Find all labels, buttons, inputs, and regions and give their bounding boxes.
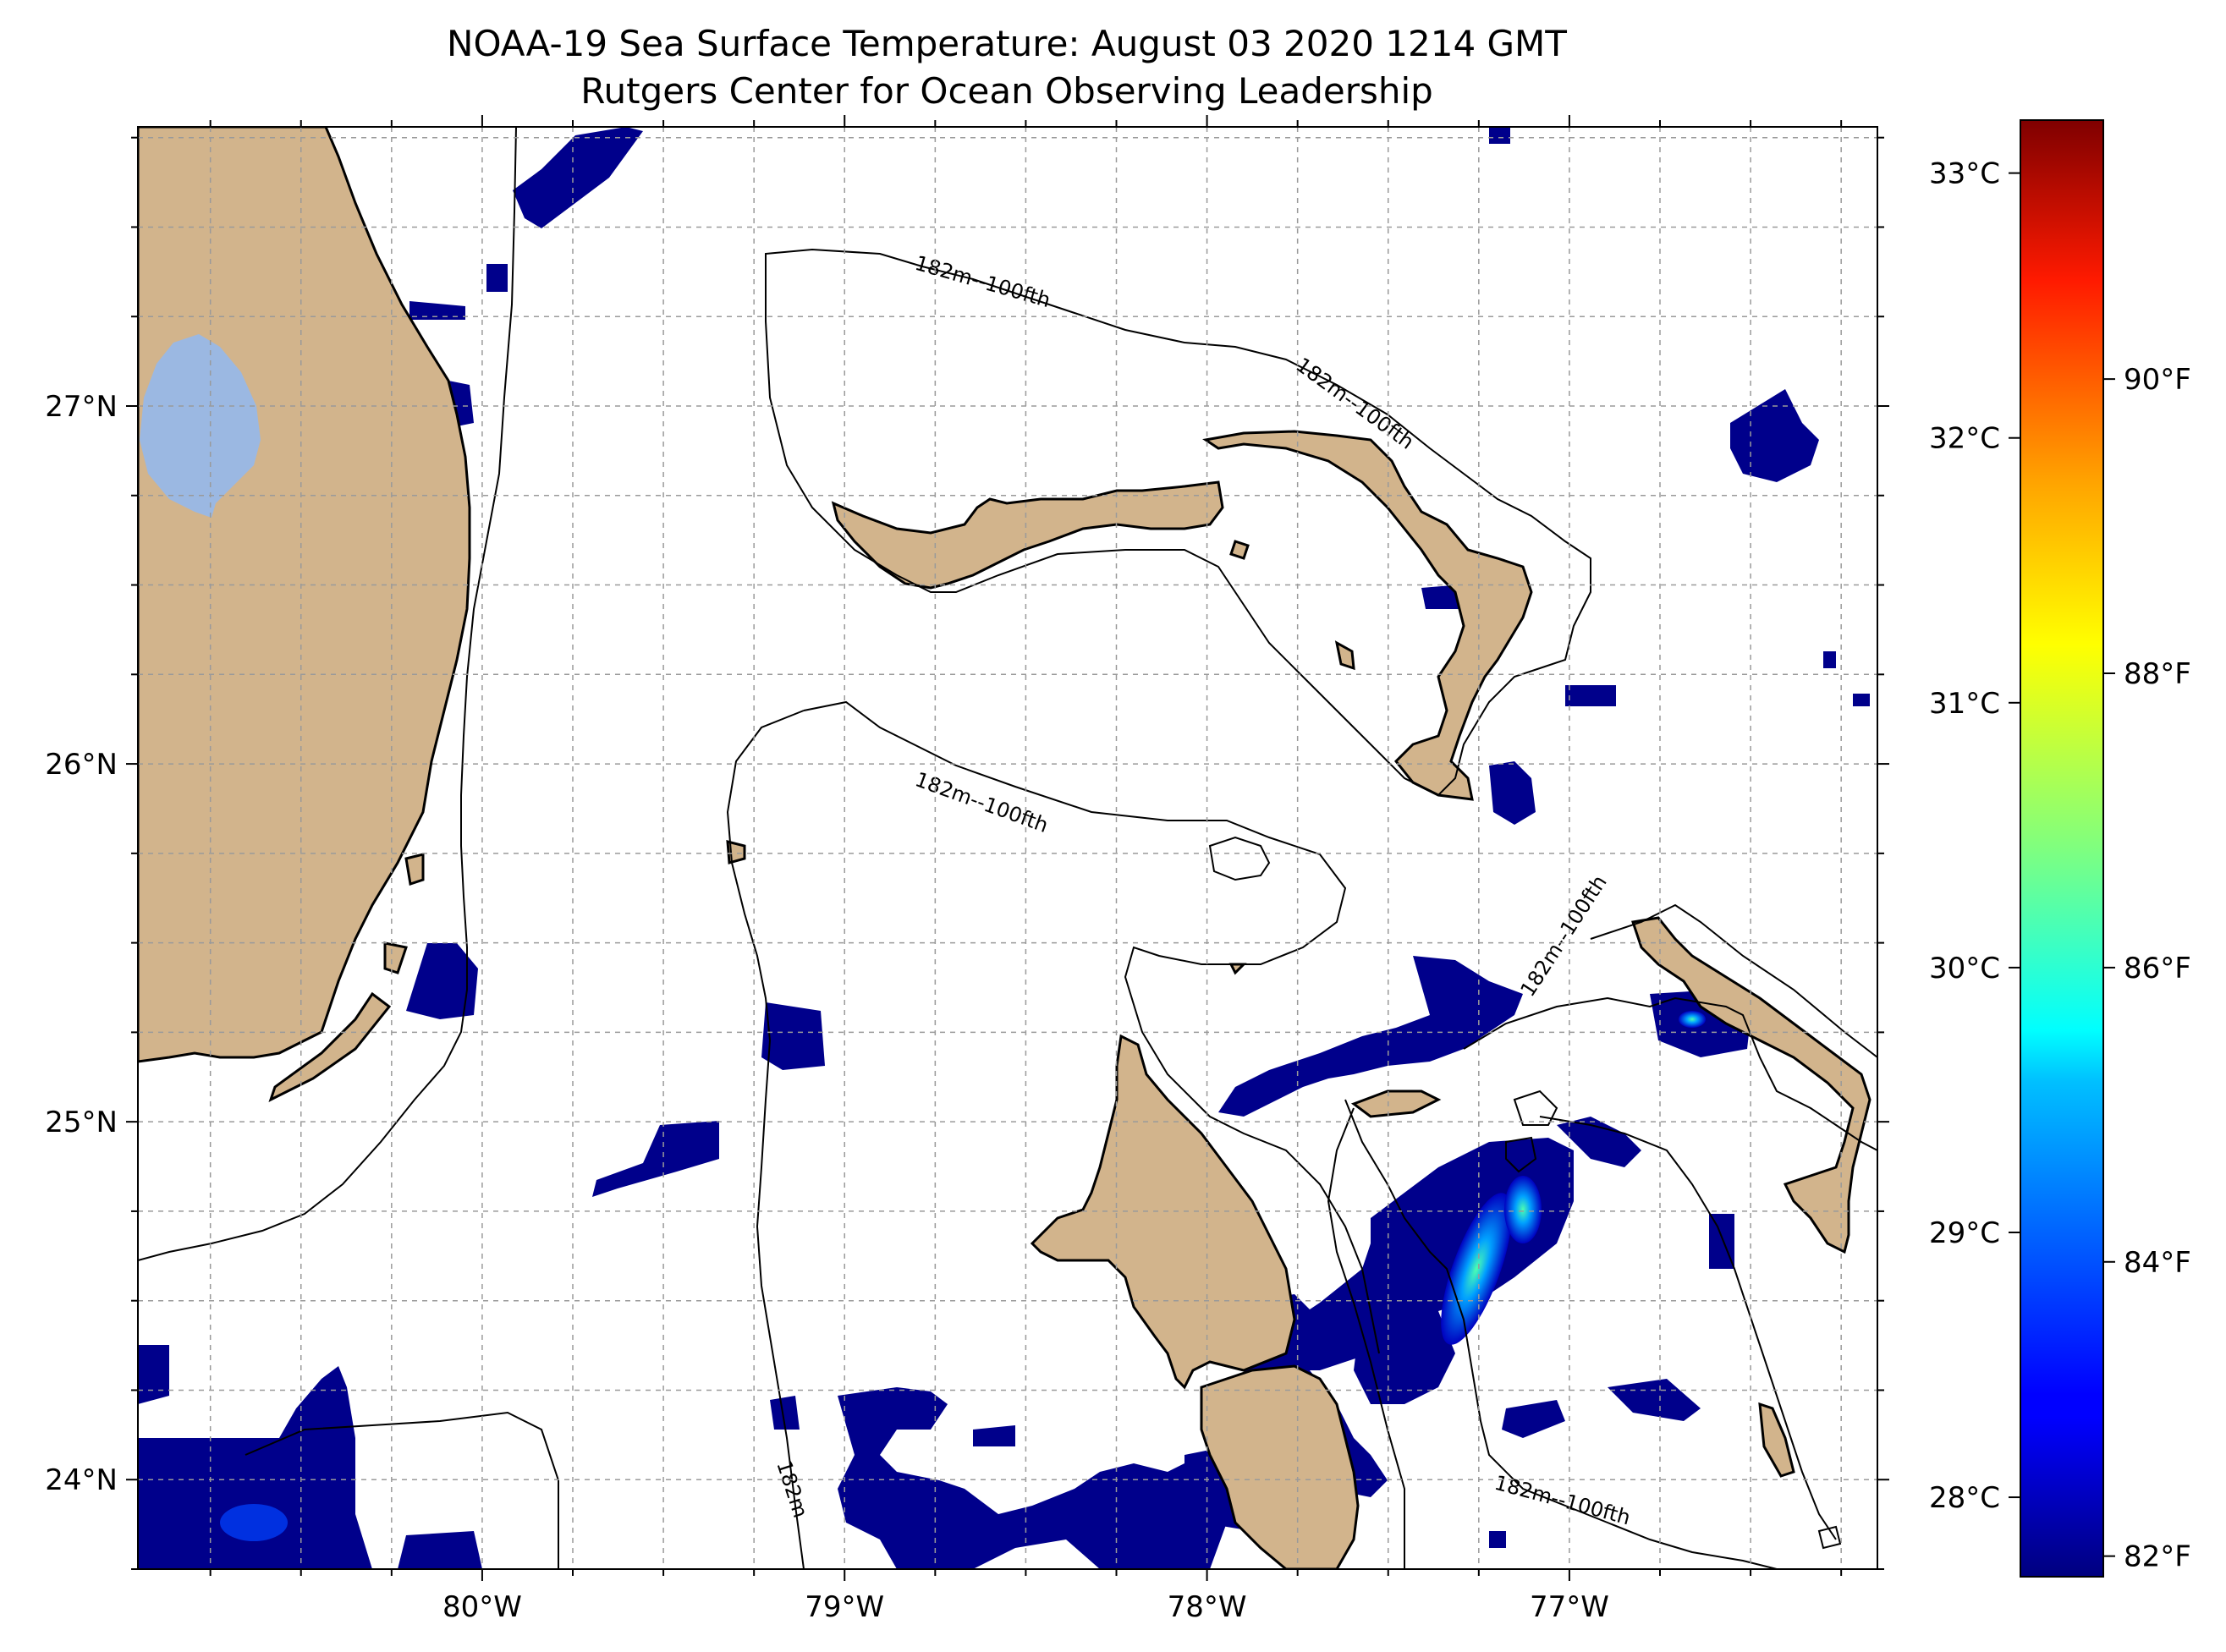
ring [1817, 1525, 1842, 1550]
lon-tick-label: 80°W [442, 1590, 522, 1624]
map-panel: 182m--100fth 182m--100fth 182m--100fth 1… [138, 127, 1877, 1569]
little-bahama-bank-contour [765, 248, 1591, 797]
abaco-islands [1202, 430, 1533, 801]
florida-shelf-contour [138, 127, 517, 1261]
sst-patch [1853, 694, 1870, 706]
islet [1229, 540, 1250, 560]
sst-patch [1823, 651, 1836, 668]
sst-patch [486, 264, 508, 292]
colorbar-label-c: 30°C [1929, 952, 2000, 985]
islet [383, 941, 408, 974]
sst-patch [770, 1396, 800, 1430]
sst-patch [406, 943, 478, 1019]
sst-patch [1502, 1400, 1565, 1438]
sst-patch [1557, 1117, 1641, 1167]
eleuthera-contour [1590, 903, 1877, 1058]
andros-south [1200, 1364, 1360, 1569]
colorbar-fahrenheit-ticks: 90°F 88°F 86°F 84°F 82°F [2103, 363, 2191, 1574]
exuma-cay [1758, 1402, 1795, 1478]
colorbar-label-f: 84°F [2124, 1246, 2191, 1280]
colorbar-celsius-ticks: 33°C 32°C 31°C 30°C 29°C 28°C [1929, 157, 2020, 1515]
islet [1334, 640, 1355, 671]
land-layer [138, 127, 1871, 1569]
islet [404, 853, 425, 886]
great-bahama-bank-contour-north [803, 700, 1380, 1354]
colorbar-label-c: 32°C [1929, 422, 2000, 456]
grand-bahama [831, 480, 1224, 590]
colorbar-label-c: 28°C [1929, 1481, 2000, 1515]
sst-warm-spot [1504, 1176, 1542, 1243]
sst-patch [409, 301, 465, 320]
lat-tick-label: 25°N [45, 1106, 118, 1139]
lat-tick-label: 24°N [45, 1463, 118, 1497]
map-frame [137, 126, 1878, 1570]
lon-tick-label: 77°W [1530, 1590, 1609, 1624]
colorbar-label-f: 88°F [2124, 657, 2191, 691]
sst-patch [1489, 761, 1536, 825]
colorbar-label-f: 86°F [2124, 952, 2191, 985]
sst-patch [1218, 956, 1523, 1117]
colorbar-label-c: 33°C [1929, 157, 2000, 191]
colorbar-label-c: 29°C [1929, 1216, 2000, 1250]
sst-patch [1730, 389, 1819, 482]
map-ticks [126, 115, 1889, 1581]
lon-tick-label: 78°W [1168, 1590, 1247, 1624]
longitude-labels: 80°W 79°W 78°W 77°W [442, 1590, 1609, 1624]
great-bahama-bank-contour-west [726, 710, 805, 1569]
lake-okeechobee [140, 334, 261, 518]
lat-tick-label: 27°N [45, 390, 118, 424]
title-line-1: NOAA-19 Sea Surface Temperature: August … [447, 23, 1567, 64]
ring [1505, 1136, 1537, 1173]
exuma-bank-contour [1539, 1116, 1837, 1540]
sst-patch [398, 1531, 482, 1569]
sst-patch [1489, 127, 1510, 144]
bimini-ring [1208, 836, 1271, 881]
exuma-sound-contour [1463, 996, 1877, 1151]
sst-warm-spot [220, 1504, 288, 1541]
andros-inner-contour [1327, 1107, 1405, 1569]
sst-patch [138, 1366, 372, 1569]
sst-patch [1489, 1531, 1506, 1548]
sst-patch [513, 127, 643, 228]
bathymetry-contours [138, 127, 1877, 1569]
sst-patch [592, 1121, 719, 1197]
colorbar-label-c: 31°C [1929, 687, 2000, 721]
sst-patch [1354, 1303, 1455, 1404]
tongue-of-ocean-contour [1344, 1099, 1778, 1569]
colorbar-label-f: 82°F [2124, 1540, 2191, 1574]
colorbar-gradient [2020, 119, 2104, 1578]
ring [1513, 1089, 1558, 1126]
sst-patch [1565, 685, 1616, 706]
sst-patch [1608, 1379, 1701, 1421]
sst-patch [838, 1387, 1235, 1569]
title-line-2: Rutgers Center for Ocean Observing Leade… [580, 70, 1433, 112]
sst-patch [138, 1345, 169, 1404]
sst-warm-spot [1679, 1011, 1706, 1028]
colorbar-label-f: 90°F [2124, 363, 2191, 397]
lon-tick-label: 79°W [805, 1590, 884, 1624]
eleuthera [1631, 916, 1871, 1254]
gridlines [138, 127, 1877, 1569]
sst-patch [973, 1425, 1015, 1446]
colorbar: 33°C 32°C 31°C 30°C 29°C 28°C 90°F 88°F 86°F 84°… [1929, 119, 2191, 1578]
latitude-labels: 27°N 26°N 25°N 24°N [45, 390, 118, 1497]
cay-sal-contour [245, 1411, 559, 1569]
lat-tick-label: 26°N [45, 748, 118, 782]
sst-patch [761, 1002, 825, 1070]
